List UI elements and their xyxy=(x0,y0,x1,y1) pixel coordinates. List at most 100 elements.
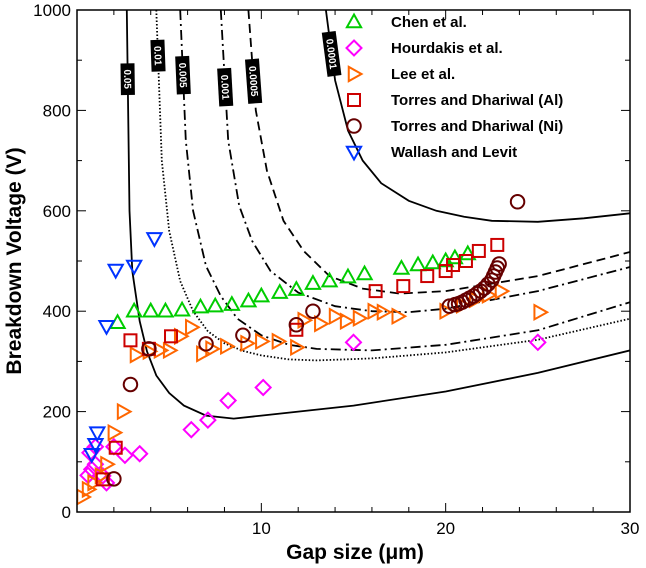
data-point-lee-et-al xyxy=(240,334,257,353)
data-point-chen-et-al xyxy=(141,301,160,318)
data-point-torres-and-dhariwal-al xyxy=(490,237,505,252)
data-point-lee-et-al xyxy=(533,303,550,322)
data-point-lee-et-al xyxy=(367,302,384,321)
data-point-lee-et-al xyxy=(116,402,133,421)
legend-marker-torres-and-dhariwal-ni xyxy=(346,118,362,134)
y-tick-label: 1000 xyxy=(33,1,71,20)
y-axis-label: Breakdown Voltage (V) xyxy=(3,147,26,374)
data-point-lee-et-al xyxy=(297,311,314,330)
contour-line xyxy=(325,10,630,223)
data-point-torres-and-dhariwal-ni xyxy=(305,303,321,319)
y-tick-label: 600 xyxy=(43,202,71,221)
data-point-torres-and-dhariwal-ni xyxy=(480,276,496,292)
data-point-lee-et-al xyxy=(255,332,271,351)
legend-marker-lee-et-al xyxy=(347,65,364,83)
data-point-torres-and-dhariwal-ni xyxy=(141,341,157,357)
data-point-hourdakis-et-al xyxy=(528,333,547,352)
data-point-lee-et-al xyxy=(162,341,179,360)
data-point-wallash-and-levit xyxy=(82,448,101,464)
data-point-torres-and-dhariwal-ni xyxy=(491,256,507,272)
contour-label-box xyxy=(150,39,166,72)
data-point-torres-and-dhariwal-al xyxy=(458,254,473,268)
legend: Chen et al. Hourdakis et al. Lee et al. Tor… xyxy=(345,12,563,162)
data-point-torres-and-dhariwal-al xyxy=(289,322,304,337)
legend-marker-torres-and-dhariwal-al xyxy=(347,93,361,107)
data-point-wallash-and-levit xyxy=(125,259,143,276)
data-point-chen-et-al xyxy=(423,253,442,270)
data-point-lee-et-al xyxy=(100,455,117,474)
contour-label: 0.0001 xyxy=(321,30,342,77)
data-point-lee-et-al xyxy=(185,318,201,337)
data-point-chen-et-al xyxy=(409,255,427,272)
legend-label-wallash-and-levit: Wallash and Levit xyxy=(391,144,517,161)
data-point-chen-et-al xyxy=(339,267,357,284)
contour-label-box xyxy=(120,63,135,96)
contour-line xyxy=(125,10,630,420)
data-point-chen-et-al xyxy=(270,283,289,299)
contour-label: 0.0005 xyxy=(244,58,263,104)
data-point-lee-et-al xyxy=(107,423,124,442)
data-point-lee-et-al xyxy=(271,332,288,351)
contour-label: 0.001 xyxy=(217,67,234,107)
data-point-chen-et-al xyxy=(191,297,210,314)
data-point-torres-and-dhariwal-ni xyxy=(106,471,122,487)
data-point-torres-and-dhariwal-ni xyxy=(288,317,305,333)
data-point-hourdakis-et-al xyxy=(198,411,217,430)
data-point-lee-et-al xyxy=(352,309,369,328)
data-point-chen-et-al xyxy=(304,274,322,290)
data-point-chen-et-al xyxy=(125,301,143,318)
data-point-chen-et-al xyxy=(320,271,339,288)
axes: 10 20 30 0 200 400 600 800 1000 xyxy=(33,1,639,538)
data-point-torres-and-dhariwal-ni xyxy=(198,336,214,352)
data-point-lee-et-al xyxy=(494,282,511,300)
data-point-chen-et-al xyxy=(156,301,175,318)
x-tick-label: 10 xyxy=(252,519,271,538)
data-point-chen-et-al xyxy=(446,248,464,265)
y-tick-label: 800 xyxy=(43,101,71,120)
legend-label-torres-and-dhariwal-ni: Torres and Dhariwal (Ni) xyxy=(391,118,563,135)
data-point-torres-and-dhariwal-ni xyxy=(122,376,139,393)
data-point-hourdakis-et-al xyxy=(219,391,238,410)
legend-label-lee-et-al: Lee et al. xyxy=(391,66,455,83)
data-point-lee-et-al xyxy=(290,338,306,357)
data-point-lee-et-al xyxy=(391,307,408,326)
legend-marker-hourdakis-et-al xyxy=(345,39,363,57)
data-point-wallash-and-levit xyxy=(88,426,107,443)
data-point-lee-et-al xyxy=(339,312,356,331)
contour-label-value: 0.001 xyxy=(218,74,230,100)
x-tick-label: 30 xyxy=(621,519,640,538)
data-point-lee-et-al xyxy=(196,345,212,363)
data-point-lee-et-al xyxy=(328,307,345,326)
data-point-lee-et-al xyxy=(220,337,236,356)
data-point-torres-and-dhariwal-ni xyxy=(235,327,251,344)
data-point-torres-and-dhariwal-al xyxy=(368,284,383,299)
legend-label-hourdakis-et-al: Hourdakis et al. xyxy=(391,40,503,57)
data-point-torres-and-dhariwal-al xyxy=(396,279,411,294)
data-point-torres-and-dhariwal-al xyxy=(95,472,110,487)
contour-label-value: 0.05 xyxy=(121,69,132,89)
data-point-torres-and-dhariwal-al xyxy=(164,329,179,344)
plot-frame xyxy=(76,9,631,513)
contour-label-value: 0.01 xyxy=(151,46,163,66)
contour-label-value: 0.005 xyxy=(176,62,188,88)
contour-label: 0.01 xyxy=(150,39,166,72)
data-point-wallash-and-levit xyxy=(86,437,105,454)
contour-label-value: 0.0001 xyxy=(323,38,338,70)
data-point-lee-et-al xyxy=(376,303,393,322)
legend-marker-chen-et-al xyxy=(345,12,363,29)
data-point-lee-et-al xyxy=(129,346,146,364)
x-axis-label: Gap size (μm) xyxy=(286,541,424,564)
data-point-chen-et-al xyxy=(287,280,306,296)
contour-label: 0.005 xyxy=(175,55,191,95)
contour-label-box xyxy=(244,58,263,104)
data-point-chen-et-al xyxy=(458,244,477,261)
legend-label-chen-et-al: Chen et al. xyxy=(391,14,467,31)
data-point-chen-et-al xyxy=(252,286,271,303)
data-point-hourdakis-et-al xyxy=(130,444,149,463)
data-point-chen-et-al xyxy=(173,300,191,317)
data-point-lee-et-al xyxy=(439,302,456,321)
contour-label-box xyxy=(175,55,191,95)
data-point-hourdakis-et-al xyxy=(254,378,273,397)
contour-line xyxy=(155,10,630,362)
